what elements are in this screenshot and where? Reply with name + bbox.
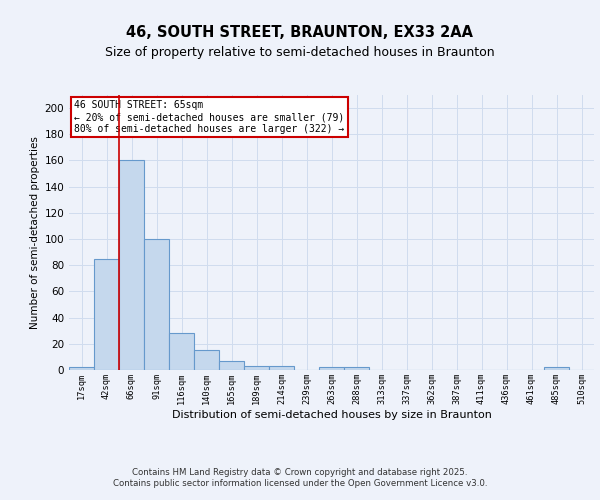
Bar (119, 160, 144, 370)
Bar (244, 366, 269, 370)
Bar (94, 258, 119, 370)
Text: 46 SOUTH STREET: 65sqm
← 20% of semi-detached houses are smaller (79)
80% of sem: 46 SOUTH STREET: 65sqm ← 20% of semi-det… (74, 100, 344, 134)
Bar (144, 239, 169, 370)
Text: Contains HM Land Registry data © Crown copyright and database right 2025.
Contai: Contains HM Land Registry data © Crown c… (113, 468, 487, 487)
Bar (69, 368, 94, 370)
Bar (194, 350, 219, 370)
Bar (544, 368, 569, 370)
Bar (319, 368, 344, 370)
Bar (344, 368, 369, 370)
Y-axis label: Number of semi-detached properties: Number of semi-detached properties (30, 136, 40, 329)
Bar (219, 361, 244, 370)
X-axis label: Distribution of semi-detached houses by size in Braunton: Distribution of semi-detached houses by … (172, 410, 491, 420)
Text: 46, SOUTH STREET, BRAUNTON, EX33 2AA: 46, SOUTH STREET, BRAUNTON, EX33 2AA (127, 25, 473, 40)
Bar (269, 366, 294, 370)
Text: Size of property relative to semi-detached houses in Braunton: Size of property relative to semi-detach… (105, 46, 495, 59)
Bar (169, 334, 194, 370)
